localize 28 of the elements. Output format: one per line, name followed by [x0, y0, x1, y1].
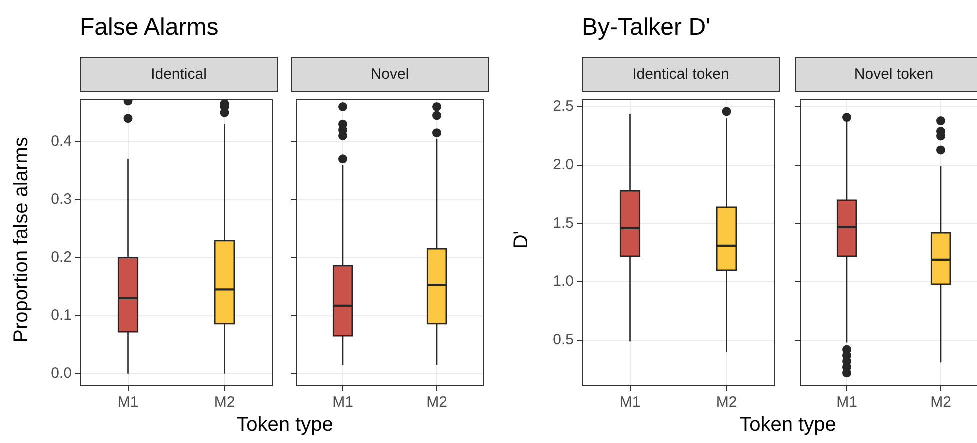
chart-subtitle: Identical [80, 57, 278, 92]
y-tick-label: 0.4 [51, 132, 72, 150]
y-tick-label: 0.1 [51, 306, 72, 324]
y-tick-label: 0.2 [51, 248, 72, 266]
x-axis-title: Token type [236, 414, 334, 437]
y-axis-title: Proportion false alarms [10, 137, 34, 343]
x-tick-label: M2 [716, 394, 738, 412]
y-tick-label: 2.5 [553, 98, 574, 116]
x-tick-label: M1 [332, 394, 354, 412]
y-tick-label: 0.3 [51, 190, 72, 208]
y-tick-label: 1.0 [553, 273, 574, 290]
x-tick-label: M1 [118, 394, 139, 412]
chart-title: By-Talker D' [582, 14, 711, 42]
chart-subtitle: Novel token [795, 57, 977, 92]
chart-title: False Alarms [80, 14, 219, 42]
y-tick-label: 0.0 [51, 364, 72, 382]
x-tick-label: M2 [214, 394, 236, 412]
x-tick-label: M1 [620, 394, 641, 412]
y-tick-label: 2.0 [553, 156, 574, 174]
x-tick-label: M2 [930, 394, 952, 412]
chart-subtitle: Novel [291, 57, 489, 92]
x-axis-title: Token type [740, 414, 836, 437]
x-tick-label: M1 [836, 394, 858, 412]
y-tick-label: 0.5 [553, 332, 574, 349]
x-tick-label: M2 [426, 394, 448, 412]
y-axis-title: D' [510, 230, 534, 250]
y-tick-label: 1.5 [553, 214, 574, 232]
chart-subtitle: Identical token [582, 57, 780, 92]
